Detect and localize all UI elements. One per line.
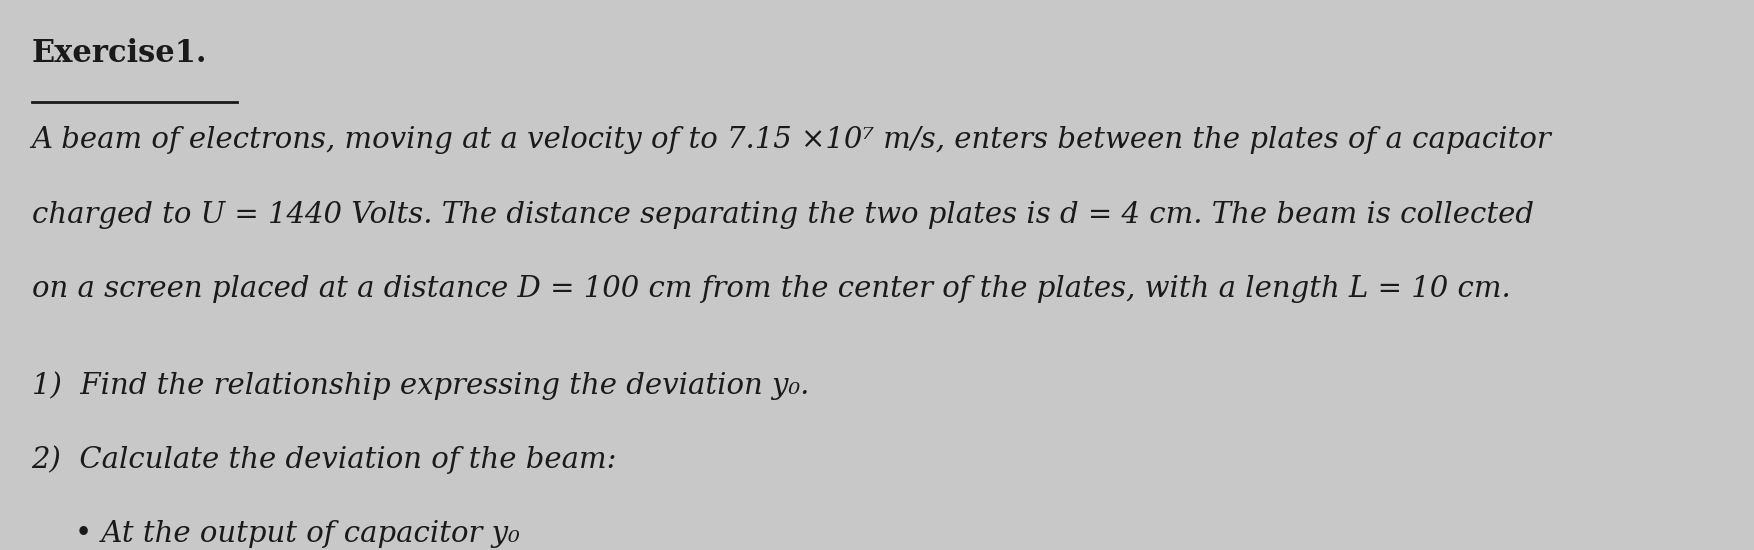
Text: 2)  Calculate the deviation of the beam:: 2) Calculate the deviation of the beam: bbox=[32, 446, 617, 474]
Text: charged to U = 1440 Volts. The distance separating the two plates is d = 4 cm. T: charged to U = 1440 Volts. The distance … bbox=[32, 201, 1533, 229]
Text: • At the output of capacitor y₀: • At the output of capacitor y₀ bbox=[75, 520, 521, 548]
Text: A beam of electrons, moving at a velocity of to 7.15 ×10⁷ m/s, enters between th: A beam of electrons, moving at a velocit… bbox=[32, 126, 1551, 155]
Text: Exercise1.: Exercise1. bbox=[32, 39, 207, 69]
Text: 1)  Find the relationship expressing the deviation y₀.: 1) Find the relationship expressing the … bbox=[32, 371, 809, 400]
Text: on a screen placed at a distance D = 100 cm from the center of the plates, with : on a screen placed at a distance D = 100… bbox=[32, 275, 1510, 303]
